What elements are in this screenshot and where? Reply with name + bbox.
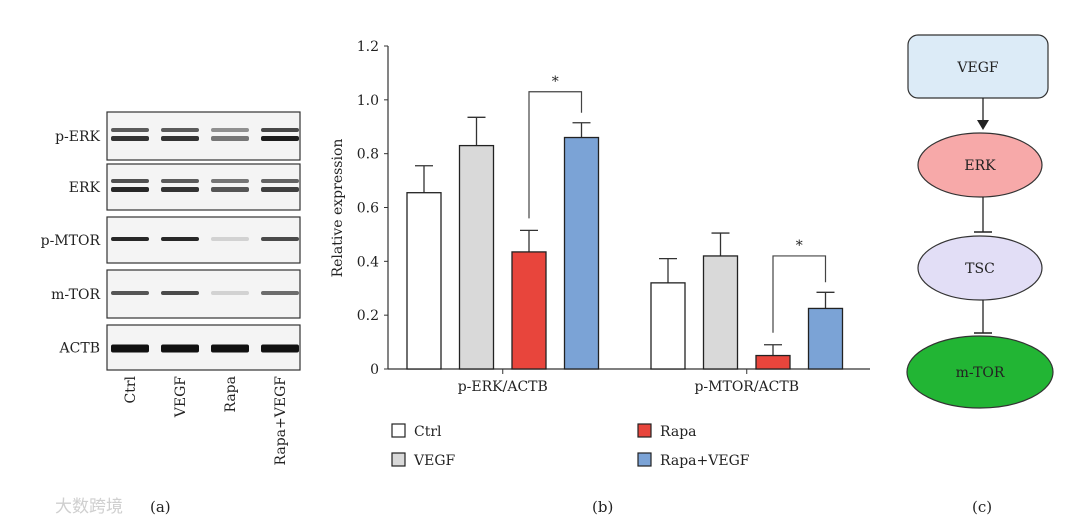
band <box>111 344 149 353</box>
band <box>211 237 249 241</box>
blot-row-label: ERK <box>69 180 101 196</box>
band <box>261 179 299 183</box>
band <box>211 128 249 132</box>
lane-label: VEGF <box>173 376 189 419</box>
band <box>111 237 149 241</box>
bar-vegf <box>458 144 495 370</box>
band <box>161 136 199 141</box>
y-tick-label: 1.0 <box>357 93 379 109</box>
y-tick-label: 0.2 <box>357 308 379 324</box>
legend-label: Rapa <box>660 424 697 440</box>
legend-label: Rapa+VEGF <box>660 453 750 469</box>
x-tick-label: p-ERK/ACTB <box>458 379 548 395</box>
y-tick-label: 0.6 <box>357 201 379 217</box>
band <box>111 136 149 141</box>
band <box>261 291 299 295</box>
bar-vegf <box>702 255 739 370</box>
band <box>161 179 199 183</box>
band <box>111 128 149 132</box>
band <box>161 187 199 192</box>
significance-bracket <box>772 255 827 333</box>
bar-rapa <box>511 251 547 370</box>
blot-row-label: ACTB <box>59 341 100 357</box>
legend-label: VEGF <box>413 453 456 469</box>
significance-bracket <box>528 91 583 219</box>
band <box>261 237 299 241</box>
blot-row-label: p-MTOR <box>41 233 101 249</box>
node-vegf <box>907 34 1049 99</box>
x-tick-label: p-MTOR/ACTB <box>694 379 799 395</box>
watermark: 大数跨境 <box>55 497 123 517</box>
bar-rapa-vegf <box>807 307 844 370</box>
bar-ctrl <box>406 192 442 370</box>
panel-b-label: (b) <box>592 498 613 516</box>
node-mtor <box>906 335 1054 409</box>
node-tsc-label: TSC <box>965 261 995 277</box>
band <box>261 187 299 192</box>
lane-label: Ctrl <box>123 375 139 403</box>
bar-ctrl <box>650 282 686 370</box>
band <box>161 291 199 295</box>
legend-swatch <box>391 423 406 438</box>
legend-label: Ctrl <box>414 424 442 440</box>
legend-swatch <box>637 452 652 467</box>
band <box>161 128 199 132</box>
bar-chart: 0 0.2 0.4 0.6 0.8 1.0 1.2 Relative expression p-… <box>330 39 870 469</box>
band <box>111 187 149 192</box>
blot-row-label: m-TOR <box>51 287 100 303</box>
band <box>211 136 249 141</box>
band <box>111 291 149 295</box>
lane-label: Rapa <box>223 376 239 413</box>
node-mtor-label: m-TOR <box>956 365 1005 381</box>
lane-label: Rapa+VEGF <box>273 376 289 466</box>
band <box>261 128 299 132</box>
bar-rapa-vegf <box>563 136 600 370</box>
node-tsc <box>917 235 1043 301</box>
blot-row-label: p-ERK <box>55 129 100 145</box>
band <box>211 344 249 353</box>
node-vegf-label: VEGF <box>956 60 999 76</box>
arrow-head-icon <box>977 120 989 130</box>
pathway-diagram: VEGF ERK TSC m-TOR <box>906 34 1054 409</box>
band <box>261 136 299 141</box>
bar-rapa <box>755 354 791 370</box>
y-tick-label: 1.2 <box>357 39 379 55</box>
band <box>161 237 199 241</box>
significance-mark: * <box>796 238 803 254</box>
node-erk-label: ERK <box>964 158 996 174</box>
panel-a-label: (a) <box>150 498 171 516</box>
band <box>211 187 249 192</box>
western-blot-panel: p-ERK ERK p-MTOR m-TOR ACTB Ctrl VEGF Rapa Rapa+… <box>41 111 301 466</box>
y-axis-label: Relative expression <box>330 139 346 278</box>
y-tick-label: 0.8 <box>357 147 379 163</box>
band <box>211 291 249 295</box>
legend-swatch <box>391 452 406 467</box>
node-erk <box>917 132 1043 198</box>
band <box>161 344 199 353</box>
band <box>111 179 149 183</box>
panel-c-label: (c) <box>972 498 992 516</box>
band <box>261 344 299 353</box>
y-tick-label: 0 <box>370 362 379 378</box>
y-tick-label: 0.4 <box>357 254 379 270</box>
band <box>211 179 249 183</box>
legend-swatch <box>637 423 652 438</box>
significance-mark: * <box>552 74 559 90</box>
